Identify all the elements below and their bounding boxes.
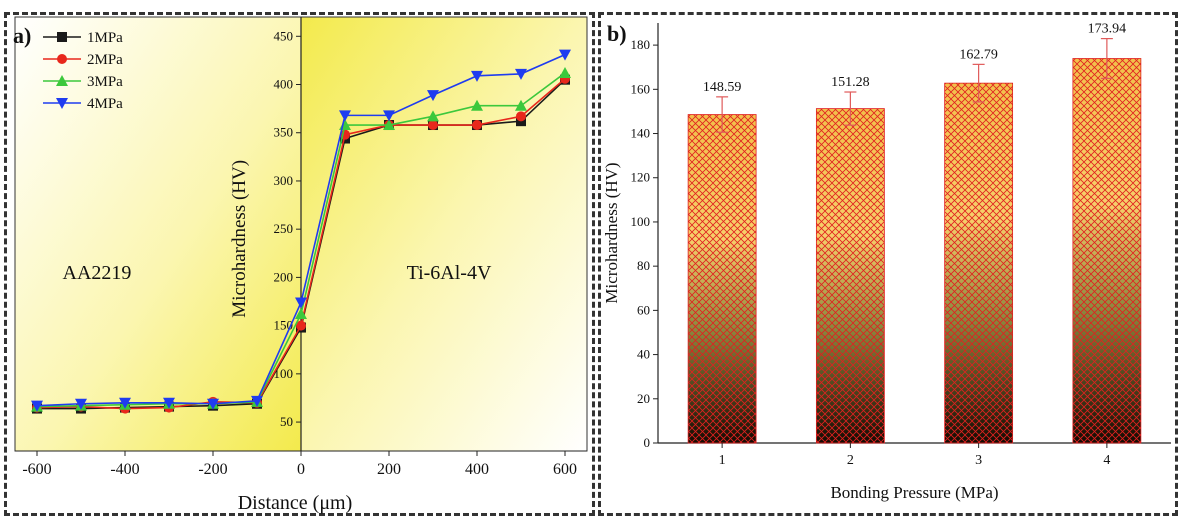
y-tick-label: 180 (631, 37, 651, 52)
point (295, 308, 307, 320)
x-tick-label: 2 (847, 453, 854, 468)
y-tick-label: 450 (274, 28, 294, 43)
y-tick-label: 200 (274, 269, 294, 284)
y-tick-label: 400 (274, 77, 294, 92)
point (471, 99, 483, 111)
region-label-aa2219: AA2219 (63, 262, 132, 284)
legend-entry: 1MPa (43, 30, 123, 46)
point (31, 400, 43, 412)
legend-label: 2MPa (87, 52, 123, 68)
point (472, 120, 482, 131)
x-tick-label: -400 (110, 461, 139, 478)
legend-entry: 3MPa (43, 74, 123, 90)
point (515, 99, 527, 111)
point (296, 320, 306, 331)
region-label-ti6al4v: Ti-6Al-4V (407, 262, 492, 284)
point (163, 397, 175, 409)
y-tick-label: 150 (274, 318, 294, 333)
ti6al4v-region (301, 17, 587, 451)
y-tick-label: 140 (631, 126, 651, 141)
panel-b: 0 20 40 60 80 100 120 140 160 180 Microhardness (H… (598, 12, 1178, 516)
panel-a: 50 100 150 200 250 300 350 400 450 Microhardness … (4, 12, 595, 516)
panel-label-b: b) (607, 21, 627, 46)
point (57, 54, 67, 64)
point (207, 398, 219, 410)
x-axis-label: Bonding Pressure (MPa) (830, 483, 998, 502)
point (295, 297, 307, 309)
y-tick-label: 60 (637, 302, 650, 317)
bar-value-label: 173.94 (1088, 22, 1127, 37)
y-axis-label: Microhardness (HV) (602, 162, 621, 303)
x-tick-label: -600 (22, 461, 51, 478)
bar-hatch (687, 114, 757, 444)
bar-hatch (815, 108, 885, 444)
point (383, 119, 395, 131)
point (471, 70, 483, 82)
x-tick-label: 3 (975, 453, 982, 468)
point (251, 395, 263, 407)
x-tick-label: 4 (1103, 453, 1110, 468)
panel-label-a: a) (13, 23, 31, 48)
point (427, 90, 439, 102)
point (75, 398, 87, 410)
point (383, 110, 395, 122)
x-tick-label: 400 (465, 461, 489, 478)
y-tick-label: 120 (631, 170, 651, 185)
y-tick-label: 50 (280, 414, 293, 429)
y-tick-label: 80 (637, 258, 650, 273)
point (57, 32, 67, 42)
y-tick-label: 100 (631, 214, 651, 229)
series-4MPa (31, 49, 571, 412)
point (515, 68, 527, 80)
bar-value-label: 148.59 (703, 80, 742, 95)
aa2219-region (15, 17, 301, 451)
point (56, 98, 68, 109)
point (428, 120, 438, 131)
y-axis-label: Microhardness (HV) (229, 160, 250, 318)
point (119, 397, 131, 409)
point (559, 49, 571, 61)
y-tick-label: 160 (631, 81, 651, 96)
bar-hatch (944, 82, 1014, 444)
y-tick-label: 250 (274, 221, 294, 236)
point (516, 111, 526, 122)
bar-value-label: 151.28 (831, 75, 870, 90)
x-tick-label: -200 (198, 461, 227, 478)
x-tick-label: 1 (719, 453, 726, 468)
point (56, 75, 68, 86)
y-tick-label: 300 (274, 173, 294, 188)
point (427, 110, 439, 122)
x-tick-label: 600 (553, 461, 577, 478)
y-tick-label: 40 (637, 347, 650, 362)
y-tick-label: 350 (274, 125, 294, 140)
legend-label: 4MPa (87, 96, 123, 112)
y-tick-label: 0 (644, 435, 651, 450)
bar-chart: 0 20 40 60 80 100 120 140 160 180 Microhardness (H… (602, 21, 1171, 502)
legend-entry: 2MPa (43, 52, 123, 68)
x-tick-label: 200 (377, 461, 401, 478)
line-chart: 50 100 150 200 250 300 350 400 450 Microhardness … (13, 16, 588, 514)
y-tick-label: 100 (274, 366, 294, 381)
y-tick-label: 20 (637, 391, 650, 406)
bar-hatch (1072, 58, 1142, 444)
x-tick-label: 0 (297, 461, 305, 478)
point (339, 110, 351, 122)
legend-label: 1MPa (87, 30, 123, 46)
legend-label: 3MPa (87, 74, 123, 90)
bar-value-label: 162.79 (959, 47, 998, 62)
legend-entry: 4MPa (43, 96, 123, 112)
x-axis-label: Distance (μm) (238, 492, 353, 514)
point (559, 66, 571, 78)
